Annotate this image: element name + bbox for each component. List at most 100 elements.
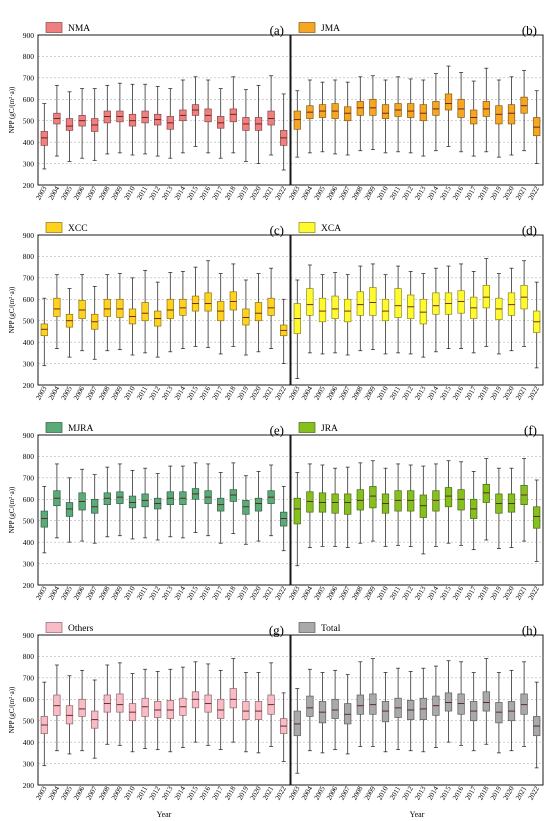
box-iqr: [432, 101, 440, 116]
legend-label: Total: [321, 624, 341, 634]
y-tick-label: 800: [23, 52, 35, 61]
x-tick-label: 2007: [338, 185, 352, 202]
x-tick-label: 2016: [198, 585, 212, 602]
box-2008: [103, 84, 111, 155]
box-iqr: [154, 701, 162, 718]
x-tick-label: 2003: [287, 585, 301, 602]
box-2011: [141, 269, 149, 354]
box-iqr: [482, 691, 490, 712]
y-tick-label: 600: [23, 295, 35, 304]
box-2016: [457, 461, 465, 546]
y-tick-label: 600: [23, 695, 35, 704]
box-iqr: [381, 701, 390, 723]
x-tick-label: 2003: [287, 185, 301, 202]
box-iqr: [356, 694, 364, 715]
box-2006: [78, 468, 86, 542]
x-tick-label: 2010: [376, 185, 390, 202]
box-2017: [470, 672, 478, 752]
box-iqr: [78, 698, 86, 717]
x-tick-label: 2006: [72, 785, 86, 802]
x-tick-label: 2008: [97, 785, 111, 802]
x-tick-label: 2021: [261, 385, 275, 402]
box-2014: [432, 267, 440, 353]
y-axis-label: NPP (gC/(m²·a)): [8, 486, 16, 533]
box-iqr: [217, 698, 225, 719]
box-2021: [520, 458, 528, 542]
box-2009: [116, 463, 124, 537]
box-2021: [267, 464, 275, 537]
x-tick-label: 2012: [401, 185, 415, 202]
box-2020: [254, 273, 263, 353]
box-2003: [40, 297, 48, 367]
box-2020: [507, 76, 516, 156]
x-tick-label: 2004: [47, 585, 61, 602]
y-tick-label: 500: [23, 317, 35, 326]
x-tick-label: 2021: [514, 385, 528, 402]
box-iqr: [116, 693, 124, 713]
x-tick-label: 2008: [97, 185, 111, 202]
box-2022: [280, 486, 288, 552]
box-iqr: [369, 287, 377, 316]
box-2021: [267, 662, 275, 747]
box-2011: [394, 463, 402, 546]
box-2013: [166, 272, 174, 353]
x-tick-label: 2005: [313, 385, 327, 402]
y-axis-label: NPP (gC/(m²·a)): [8, 686, 16, 733]
x-tick-label: 2010: [123, 585, 137, 602]
box-2019: [242, 279, 250, 356]
x-tick-label: 2013: [413, 385, 427, 402]
box-2004: [53, 274, 61, 349]
box-iqr: [356, 489, 364, 511]
box-iqr: [394, 288, 402, 318]
box-iqr: [369, 693, 377, 715]
y-tick-label: 500: [23, 717, 35, 726]
box-iqr: [267, 297, 275, 316]
x-tick-label: 2015: [439, 185, 453, 202]
x-tick-label: 2017: [211, 585, 225, 602]
panel-mjra: 200 300 400 500 600 700 800 900 NPP (gC/(m²·a)) 2…: [8, 422, 291, 602]
plot-frame: [290, 434, 544, 586]
box-2008: [103, 466, 111, 538]
y-tick-label: 800: [23, 452, 35, 461]
box-2003: [40, 103, 48, 170]
box-2011: [394, 667, 402, 751]
box-2015: [191, 462, 200, 533]
box-2012: [154, 281, 162, 358]
box-2004: [306, 264, 314, 354]
box-iqr: [141, 110, 149, 124]
x-tick-label: 2004: [47, 185, 61, 202]
box-2019: [495, 273, 503, 355]
x-tick-label: 2017: [211, 785, 225, 802]
box-2022: [280, 93, 288, 171]
box-2005: [65, 675, 74, 755]
box-iqr: [381, 104, 390, 119]
box-iqr: [482, 285, 490, 309]
box-2007: [91, 286, 99, 360]
x-tick-label: 2010: [123, 785, 137, 802]
box-iqr: [254, 302, 263, 322]
legend-swatch: [45, 222, 63, 233]
box-2017: [470, 80, 478, 157]
box-iqr: [470, 109, 478, 125]
x-tick-label: 2020: [502, 185, 516, 202]
box-2018: [229, 462, 237, 534]
y-tick-label: 500: [23, 117, 35, 126]
box-iqr: [53, 694, 61, 716]
x-tick-label: 2005: [313, 185, 327, 202]
legend: MJRA: [45, 422, 93, 434]
x-tick-label: 2017: [211, 185, 225, 202]
legend: NMA: [45, 22, 90, 34]
x-tick-label: 2015: [439, 585, 453, 602]
legend-swatch: [298, 622, 316, 633]
x-tick-label: 2018: [476, 385, 490, 402]
x-tick-label: 2021: [261, 785, 275, 802]
panel-jra: 2003200420052006200720082009201020112012…: [287, 422, 544, 602]
x-tick-label: 2004: [47, 385, 61, 402]
x-tick-label: 2011: [388, 585, 402, 602]
box-iqr: [381, 298, 390, 322]
x-tick-label: 2007: [85, 785, 99, 802]
legend: Total: [298, 622, 341, 634]
box-2021: [267, 75, 275, 156]
box-2013: [419, 79, 427, 157]
